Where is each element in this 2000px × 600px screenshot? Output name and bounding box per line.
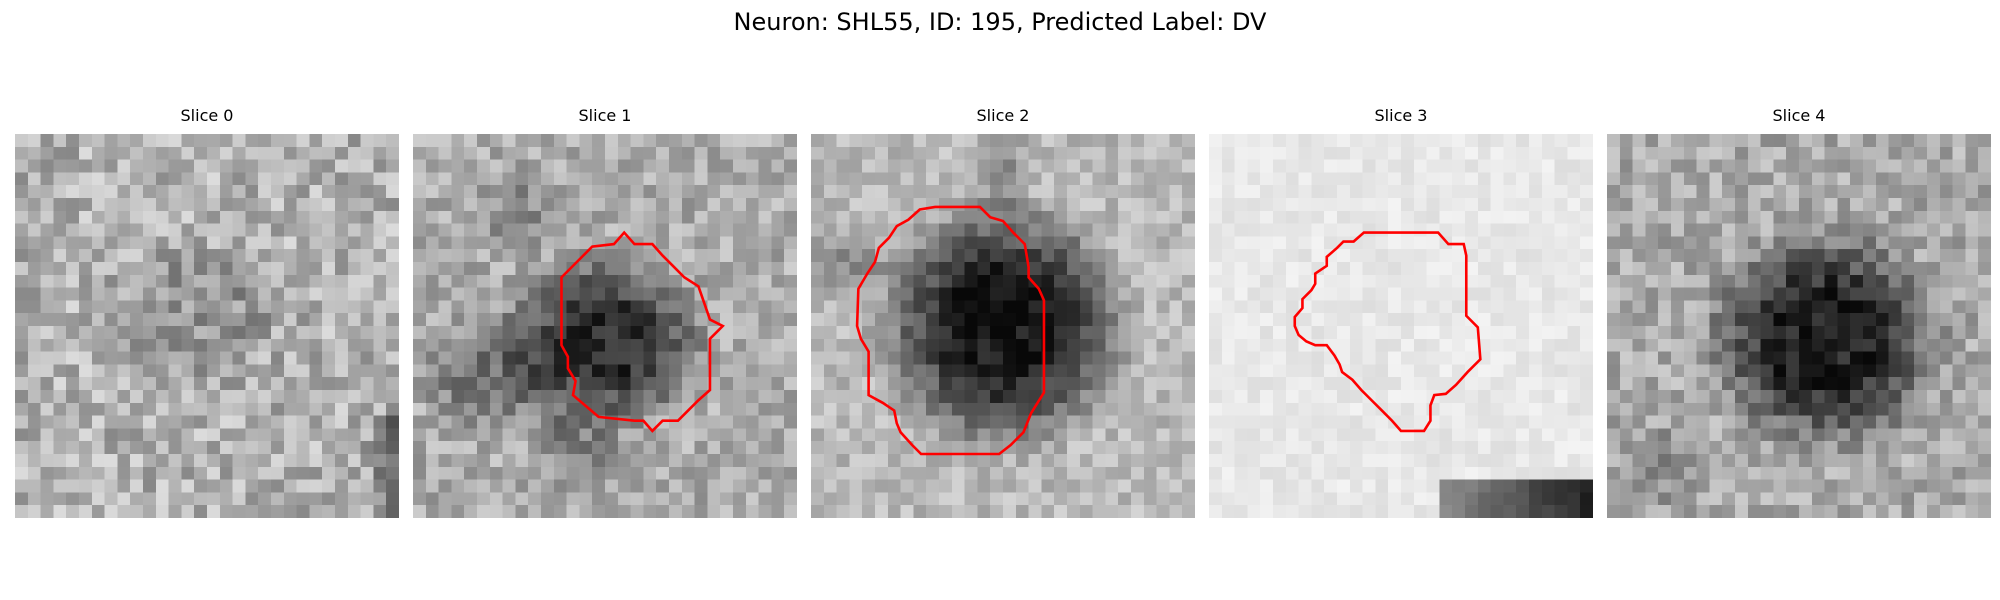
slice-image-4	[1607, 134, 1991, 518]
slice-title-1: Slice 1	[578, 106, 632, 125]
roi-contour-1	[561, 233, 722, 431]
roi-contour-3	[1295, 233, 1481, 431]
figure-title: Neuron: SHL55, ID: 195, Predicted Label:…	[733, 8, 1267, 36]
slice-title-0: Slice 0	[180, 106, 234, 125]
slice-panel-0: Slice 0	[15, 106, 399, 520]
slice-panel-3: Slice 3	[1209, 106, 1593, 520]
slice-title-2: Slice 2	[976, 106, 1030, 125]
slice-image-1	[413, 134, 797, 518]
slice-image-2	[811, 134, 1195, 518]
slice-image-0	[15, 134, 399, 518]
slice-image-3	[1209, 134, 1593, 518]
slice-title-3: Slice 3	[1374, 106, 1428, 125]
slice-panel-1: Slice 1	[413, 106, 797, 520]
slice-title-4: Slice 4	[1772, 106, 1826, 125]
slice-panel-2: Slice 2	[811, 106, 1195, 520]
slice-panel-4: Slice 4	[1607, 106, 1991, 520]
roi-contour-2	[857, 207, 1044, 454]
